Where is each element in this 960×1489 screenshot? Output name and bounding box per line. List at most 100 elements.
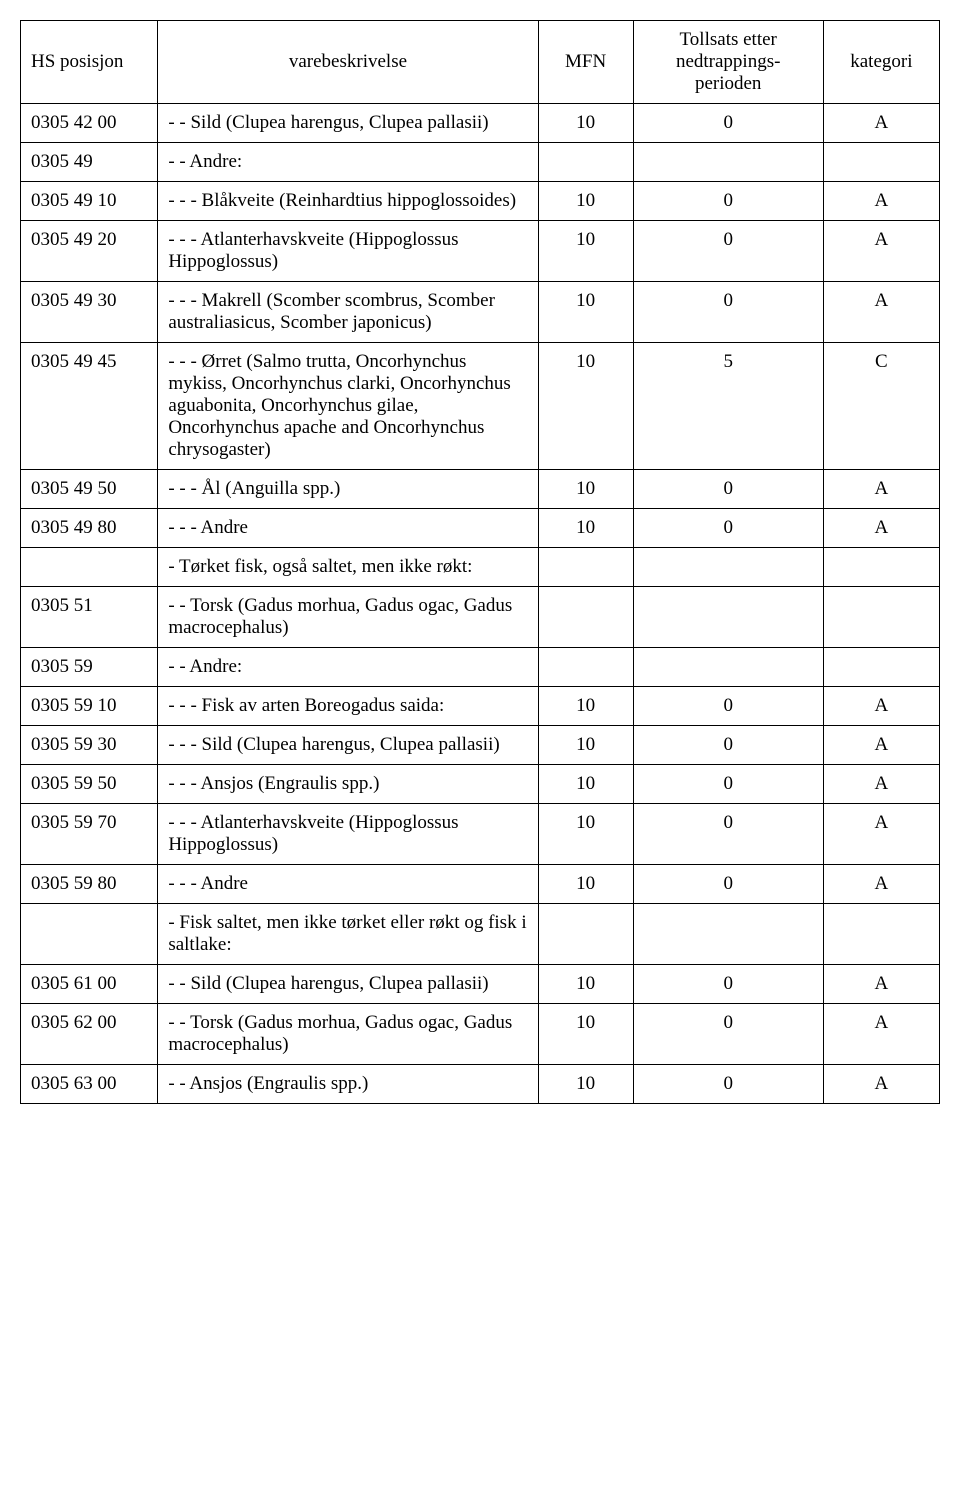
cell-mfn (538, 648, 633, 687)
cell-hs-posisjon: 0305 49 (21, 143, 158, 182)
cell-mfn: 10 (538, 470, 633, 509)
cell-mfn: 10 (538, 804, 633, 865)
cell-mfn: 10 (538, 765, 633, 804)
cell-mfn: 10 (538, 865, 633, 904)
cell-kategori (823, 143, 939, 182)
cell-varebeskrivelse: - - - Ørret (Salmo trutta, Oncorhynchus … (158, 343, 538, 470)
cell-tollsats (633, 904, 823, 965)
tariff-table: HS posisjon varebeskrivelse MFN Tollsats… (20, 20, 940, 1104)
cell-kategori (823, 648, 939, 687)
cell-varebeskrivelse: - - - Fisk av arten Boreogadus saida: (158, 687, 538, 726)
cell-hs-posisjon: 0305 42 00 (21, 104, 158, 143)
cell-mfn (538, 548, 633, 587)
cell-kategori: C (823, 343, 939, 470)
cell-varebeskrivelse: - - - Atlanterhavskveite (Hippoglossus H… (158, 804, 538, 865)
table-row: 0305 63 00- - Ansjos (Engraulis spp.)100… (21, 1065, 940, 1104)
cell-mfn (538, 587, 633, 648)
cell-kategori: A (823, 765, 939, 804)
cell-varebeskrivelse: - - Torsk (Gadus morhua, Gadus ogac, Gad… (158, 1004, 538, 1065)
cell-kategori: A (823, 509, 939, 548)
table-row: 0305 59 80- - - Andre100A (21, 865, 940, 904)
cell-tollsats: 0 (633, 804, 823, 865)
cell-mfn: 10 (538, 509, 633, 548)
cell-varebeskrivelse: - - - Ansjos (Engraulis spp.) (158, 765, 538, 804)
cell-mfn (538, 904, 633, 965)
cell-varebeskrivelse: - Fisk saltet, men ikke tørket eller røk… (158, 904, 538, 965)
cell-mfn: 10 (538, 965, 633, 1004)
cell-hs-posisjon: 0305 61 00 (21, 965, 158, 1004)
cell-varebeskrivelse: - - - Atlanterhavskveite (Hippoglossus H… (158, 221, 538, 282)
cell-hs-posisjon: 0305 59 50 (21, 765, 158, 804)
col-header-varebeskrivelse: varebeskrivelse (158, 21, 538, 104)
cell-mfn: 10 (538, 1004, 633, 1065)
cell-kategori: A (823, 1065, 939, 1104)
cell-hs-posisjon: 0305 49 80 (21, 509, 158, 548)
table-row: 0305 59 30- - - Sild (Clupea harengus, C… (21, 726, 940, 765)
cell-tollsats: 0 (633, 182, 823, 221)
cell-hs-posisjon: 0305 63 00 (21, 1065, 158, 1104)
table-row: 0305 51- - Torsk (Gadus morhua, Gadus og… (21, 587, 940, 648)
cell-hs-posisjon: 0305 49 45 (21, 343, 158, 470)
cell-kategori: A (823, 1004, 939, 1065)
cell-mfn: 10 (538, 282, 633, 343)
cell-hs-posisjon: 0305 49 30 (21, 282, 158, 343)
cell-kategori (823, 587, 939, 648)
table-row: 0305 42 00- - Sild (Clupea harengus, Clu… (21, 104, 940, 143)
cell-varebeskrivelse: - - Andre: (158, 648, 538, 687)
cell-tollsats (633, 548, 823, 587)
col-header-kategori: kategori (823, 21, 939, 104)
cell-tollsats: 0 (633, 221, 823, 282)
cell-kategori: A (823, 865, 939, 904)
table-row: 0305 49 50- - - Ål (Anguilla spp.)100A (21, 470, 940, 509)
cell-tollsats: 0 (633, 282, 823, 343)
cell-mfn: 10 (538, 182, 633, 221)
cell-tollsats (633, 648, 823, 687)
cell-varebeskrivelse: - - - Andre (158, 509, 538, 548)
table-row: 0305 49 45- - - Ørret (Salmo trutta, Onc… (21, 343, 940, 470)
cell-mfn: 10 (538, 343, 633, 470)
table-header: HS posisjon varebeskrivelse MFN Tollsats… (21, 21, 940, 104)
cell-varebeskrivelse: - - Andre: (158, 143, 538, 182)
cell-kategori: A (823, 470, 939, 509)
cell-hs-posisjon: 0305 59 10 (21, 687, 158, 726)
cell-hs-posisjon: 0305 59 70 (21, 804, 158, 865)
cell-hs-posisjon: 0305 49 10 (21, 182, 158, 221)
table-row: 0305 49- - Andre: (21, 143, 940, 182)
cell-varebeskrivelse: - - Ansjos (Engraulis spp.) (158, 1065, 538, 1104)
cell-varebeskrivelse: - - Torsk (Gadus morhua, Gadus ogac, Gad… (158, 587, 538, 648)
cell-hs-posisjon (21, 548, 158, 587)
cell-mfn: 10 (538, 687, 633, 726)
cell-mfn (538, 143, 633, 182)
cell-varebeskrivelse: - - - Blåkveite (Reinhardtius hippogloss… (158, 182, 538, 221)
cell-varebeskrivelse: - - - Sild (Clupea harengus, Clupea pall… (158, 726, 538, 765)
table-row: 0305 61 00- - Sild (Clupea harengus, Clu… (21, 965, 940, 1004)
table-row: 0305 49 30- - - Makrell (Scomber scombru… (21, 282, 940, 343)
cell-mfn: 10 (538, 1065, 633, 1104)
cell-hs-posisjon: 0305 49 50 (21, 470, 158, 509)
table-row: 0305 59 70- - - Atlanterhavskveite (Hipp… (21, 804, 940, 865)
cell-varebeskrivelse: - - Sild (Clupea harengus, Clupea pallas… (158, 104, 538, 143)
cell-hs-posisjon: 0305 59 80 (21, 865, 158, 904)
cell-kategori: A (823, 965, 939, 1004)
cell-tollsats (633, 587, 823, 648)
cell-tollsats: 0 (633, 470, 823, 509)
cell-tollsats (633, 143, 823, 182)
col-header-hs-posisjon: HS posisjon (21, 21, 158, 104)
cell-kategori: A (823, 282, 939, 343)
cell-tollsats: 0 (633, 765, 823, 804)
cell-hs-posisjon: 0305 59 30 (21, 726, 158, 765)
cell-tollsats: 0 (633, 965, 823, 1004)
cell-mfn: 10 (538, 726, 633, 765)
table-row: - Tørket fisk, også saltet, men ikke røk… (21, 548, 940, 587)
table-body: 0305 42 00- - Sild (Clupea harengus, Clu… (21, 104, 940, 1104)
cell-mfn: 10 (538, 104, 633, 143)
cell-tollsats: 0 (633, 687, 823, 726)
cell-hs-posisjon: 0305 51 (21, 587, 158, 648)
cell-kategori (823, 904, 939, 965)
cell-tollsats: 0 (633, 726, 823, 765)
cell-varebeskrivelse: - - - Ål (Anguilla spp.) (158, 470, 538, 509)
cell-varebeskrivelse: - - Sild (Clupea harengus, Clupea pallas… (158, 965, 538, 1004)
table-row: 0305 59 10- - - Fisk av arten Boreogadus… (21, 687, 940, 726)
cell-kategori: A (823, 104, 939, 143)
col-header-tollsats: Tollsats etter nedtrappings-perioden (633, 21, 823, 104)
